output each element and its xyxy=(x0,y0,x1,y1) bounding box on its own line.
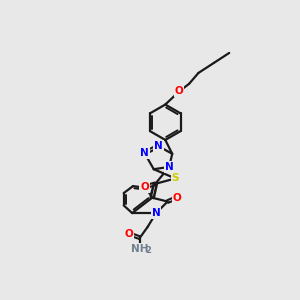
Text: O: O xyxy=(172,193,181,203)
Text: N: N xyxy=(154,141,163,151)
Text: N: N xyxy=(165,162,173,172)
Text: N: N xyxy=(140,148,149,158)
Text: S: S xyxy=(172,173,179,184)
Text: O: O xyxy=(140,182,149,192)
Text: NH: NH xyxy=(131,244,148,254)
Text: O: O xyxy=(125,229,134,239)
Text: O: O xyxy=(175,86,184,96)
Text: N: N xyxy=(152,208,161,218)
Text: 2: 2 xyxy=(145,246,151,255)
